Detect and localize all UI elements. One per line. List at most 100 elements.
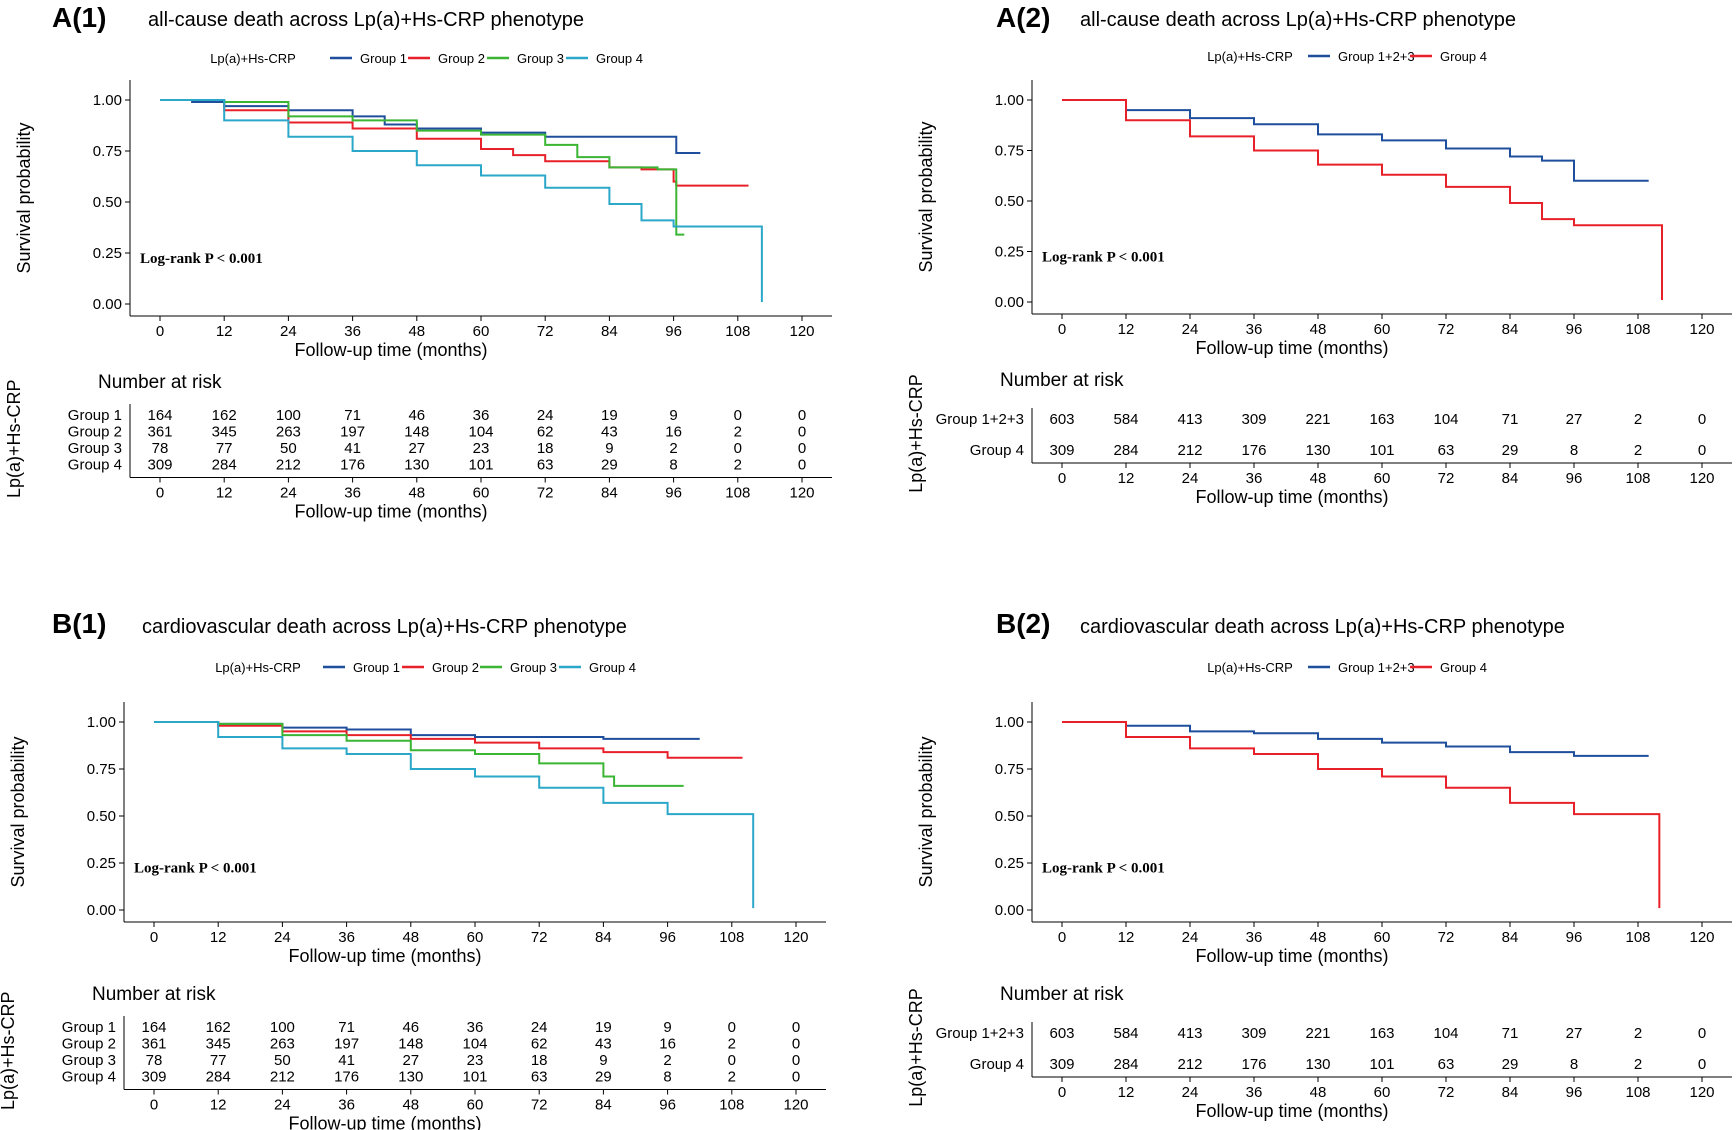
risk-x-tick-label: 36 [338,1097,355,1114]
y-tick-label: 0.25 [995,244,1024,261]
risk-cell: 212 [276,457,301,474]
x-tick-label: 36 [1246,929,1263,946]
risk-cell: 29 [595,1069,612,1086]
risk-x-tick-label: 84 [595,1097,612,1114]
risk-cell: 36 [467,1019,484,1036]
risk-cell: 284 [212,457,237,474]
panel-B2: B(2) cardiovascular death across Lp(a)+Hs… [906,608,1732,1121]
risk-cell: 0 [728,1019,736,1036]
risk-cell: 78 [152,440,169,457]
risk-cell: 2 [1634,411,1642,428]
x-tick-label: 12 [216,323,233,340]
risk-cell: 100 [270,1019,295,1036]
legend-entry: Group 1 [353,660,400,675]
risk-cell: 36 [473,407,490,424]
risk-x-tick-label: 84 [1502,470,1519,487]
risk-cell: 163 [1369,411,1394,428]
risk-cell: 345 [212,424,237,441]
survival-curve-group-2 [154,721,743,759]
risk-cell: 101 [468,457,493,474]
risk-cell: 263 [270,1036,295,1053]
risk-cell: 0 [1698,442,1706,459]
x-tick-label: 84 [1502,929,1519,946]
x-tick-label: 24 [280,323,297,340]
risk-cell: 0 [734,440,742,457]
risk-cell: 46 [408,407,425,424]
risk-cell: 27 [408,440,425,457]
panel-A1: A(1) all-cause death across Lp(a)+Hs-CRP … [4,2,832,522]
risk-cell: 29 [601,457,618,474]
risk-cell: 2 [663,1052,671,1069]
risk-x-tick-label: 12 [1118,1084,1135,1101]
risk-cell: 2 [734,424,742,441]
risk-x-tick-label: 84 [1502,1084,1519,1101]
risk-cell: 41 [344,440,361,457]
risk-y-axis-label: Lp(a)+Hs-CRP [906,374,926,493]
risk-cell: 2 [669,440,677,457]
legend-entry: Group 1+2+3 [1338,660,1415,675]
risk-cell: 130 [1305,442,1330,459]
risk-table-title: Number at risk [1000,984,1124,1005]
chart-title: cardiovascular death across Lp(a)+Hs-CRP… [1080,616,1565,638]
y-tick-label: 0.00 [995,294,1024,311]
chart-title: all-cause death across Lp(a)+Hs-CRP phen… [148,9,584,31]
risk-cell: 101 [1369,1056,1394,1073]
risk-cell: 130 [398,1069,423,1086]
risk-cell: 584 [1113,411,1138,428]
x-tick-label: 0 [150,929,158,946]
risk-cell: 148 [398,1036,423,1053]
risk-table-title: Number at risk [1000,370,1124,391]
risk-x-tick-label: 72 [531,1097,548,1114]
y-tick-label: 0.00 [995,902,1024,919]
risk-cell: 0 [792,1036,800,1053]
risk-table-title: Number at risk [92,984,216,1005]
risk-cell: 309 [1049,1056,1074,1073]
y-tick-label: 0.75 [995,761,1024,778]
x-tick-label: 0 [1058,929,1066,946]
y-axis-label: Survival probability [14,122,34,273]
x-tick-label: 60 [1374,321,1391,338]
log-rank-annotation: Log-rank P < 0.001 [1042,860,1165,876]
x-tick-label: 24 [274,929,291,946]
risk-row-label: Group 1+2+3 [936,411,1024,428]
x-tick-label: 120 [783,929,808,946]
risk-cell: 19 [601,407,618,424]
risk-x-tick-label: 0 [1058,1084,1066,1101]
risk-cell: 43 [595,1036,612,1053]
log-rank-annotation: Log-rank P < 0.001 [140,251,263,267]
survival-curve-group-4 [154,721,755,909]
risk-cell: 309 [1241,411,1266,428]
log-rank-annotation: Log-rank P < 0.001 [1042,250,1165,266]
risk-cell: 9 [663,1019,671,1036]
legend-entry: Group 4 [596,51,643,66]
risk-x-tick-label: 96 [1566,470,1583,487]
risk-x-tick-label: 0 [1058,470,1066,487]
risk-row-label: Group 2 [68,424,122,441]
risk-row-label: Group 1+2+3 [936,1025,1024,1042]
x-tick-label: 72 [1438,321,1455,338]
risk-cell: 19 [595,1019,612,1036]
risk-cell: 584 [1113,1025,1138,1042]
x-tick-label: 84 [601,323,618,340]
risk-x-axis-label: Follow-up time (months) [1195,1101,1388,1121]
y-tick-label: 0.75 [87,761,116,778]
legend-title: Lp(a)+Hs-CRP [1207,660,1293,675]
risk-x-tick-label: 60 [1374,470,1391,487]
risk-cell: 77 [210,1052,227,1069]
x-axis-label: Follow-up time (months) [1195,338,1388,358]
risk-cell: 0 [792,1069,800,1086]
risk-y-axis-label: Lp(a)+Hs-CRP [4,379,24,498]
x-tick-label: 120 [1689,929,1714,946]
x-tick-label: 60 [1374,929,1391,946]
risk-cell: 221 [1305,411,1330,428]
risk-cell: 197 [340,424,365,441]
y-axis-label: Survival probability [8,736,28,887]
chart-title: cardiovascular death across Lp(a)+Hs-CRP… [142,616,627,638]
log-rank-annotation: Log-rank P < 0.001 [134,860,257,876]
x-tick-label: 48 [408,323,425,340]
risk-x-tick-label: 60 [473,485,490,502]
risk-cell: 63 [1438,442,1455,459]
y-tick-label: 0.25 [93,245,122,262]
risk-cell: 9 [605,440,613,457]
risk-cell: 46 [402,1019,419,1036]
